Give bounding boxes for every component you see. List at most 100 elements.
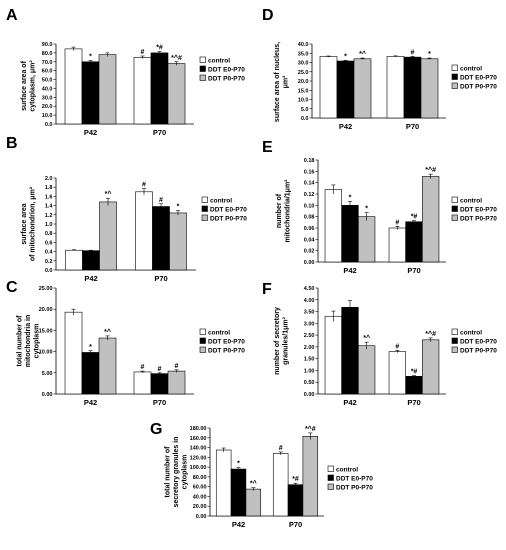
y-tick-label: 120.00 bbox=[190, 455, 207, 461]
x-category-label: P42 bbox=[343, 398, 356, 407]
y-axis-label-line: number of bbox=[276, 193, 283, 228]
chart-panel-f: F 0.00 0.50 1.00 1.50 2.00 2.50 3.00 3.50 4.00 4.5… bbox=[262, 281, 497, 407]
legend-label: control bbox=[336, 467, 358, 474]
significance-label: *^# bbox=[171, 54, 182, 62]
legend-swatch-p0 bbox=[451, 346, 458, 353]
panel-letter: B bbox=[6, 135, 18, 152]
y-tick-label: 100.00 bbox=[190, 465, 207, 471]
y-tick-label: 90.0 bbox=[42, 42, 53, 48]
legend-label: DDT P0-P70 bbox=[210, 216, 247, 223]
y-tick-label: 20.00 bbox=[39, 307, 53, 313]
y-axis-label-line: cytoplasm bbox=[34, 324, 41, 359]
y-tick-label: 0.0 bbox=[45, 268, 53, 274]
y-axis-label-line: mitochondria/1μm² bbox=[284, 179, 291, 243]
legend-label: DDT E0-P70 bbox=[460, 207, 497, 214]
y-axis-label-line: total number of bbox=[165, 446, 172, 498]
legend-label: DDT E0-P70 bbox=[460, 339, 497, 346]
bar-p0 bbox=[353, 58, 372, 119]
y-tick-label: 1.50 bbox=[304, 357, 315, 363]
legend-label: DDT P0-P70 bbox=[208, 348, 245, 355]
y-tick-label: 0.02 bbox=[304, 249, 315, 255]
y-tick-label: 0.14 bbox=[304, 181, 316, 187]
bar-e0 bbox=[82, 250, 100, 271]
significance-label: # bbox=[159, 197, 163, 204]
y-tick-label: 40.0 bbox=[298, 42, 309, 48]
significance-label: * bbox=[365, 206, 368, 213]
y-tick-label: 1.4 bbox=[45, 204, 54, 210]
x-category-label: P70 bbox=[406, 122, 419, 131]
x-category-label: P70 bbox=[153, 128, 166, 137]
significance-label: *# bbox=[411, 369, 418, 376]
chart-panel-e: E 0.00 0.02 0.04 0.06 0.08 0.10 0.12 0.14 0.16 0.1… bbox=[262, 139, 497, 275]
legend-label: DDT P0-P70 bbox=[336, 485, 373, 492]
y-tick-label: 50.0 bbox=[42, 78, 53, 84]
y-tick-label: 0.16 bbox=[304, 169, 315, 175]
y-axis-label-line: total number of bbox=[17, 315, 24, 367]
legend-swatch-control bbox=[451, 64, 458, 71]
y-axis-label-line: surface area of bbox=[21, 60, 28, 110]
bar-p0 bbox=[302, 436, 319, 517]
bar-p0 bbox=[169, 212, 187, 271]
y-tick-label: 1.00 bbox=[304, 368, 315, 374]
bar-p0 bbox=[245, 488, 262, 517]
y-tick-label: 4.50 bbox=[304, 286, 315, 292]
significance-label: * bbox=[89, 53, 92, 60]
legend-label: DDT E0-P70 bbox=[336, 476, 373, 483]
bar-e0 bbox=[403, 56, 422, 119]
legend-swatch-e0 bbox=[451, 205, 458, 212]
x-category-label: P70 bbox=[153, 398, 166, 407]
x-category-label: P42 bbox=[343, 266, 356, 275]
panel-letter: E bbox=[262, 139, 273, 156]
y-tick-label: 35.0 bbox=[298, 51, 309, 57]
panel-letter: C bbox=[6, 279, 18, 296]
y-tick-label: 0.2 bbox=[45, 259, 53, 265]
y-axis-label-line: cytoplasm bbox=[182, 455, 189, 490]
significance-label: * bbox=[237, 461, 240, 468]
legend-label: DDT P0-P70 bbox=[460, 216, 497, 223]
bar-e0 bbox=[336, 60, 355, 119]
significance-label: * bbox=[177, 204, 180, 211]
bar-p0 bbox=[422, 176, 440, 263]
legend-swatch-control bbox=[451, 328, 458, 335]
y-axis-label: surface area of mitochondrion, μm² bbox=[21, 186, 37, 261]
y-tick-label: 2.50 bbox=[304, 333, 315, 339]
significance-label: *^# bbox=[425, 166, 436, 174]
significance-label: # bbox=[395, 343, 399, 350]
legend-swatch-control bbox=[201, 196, 208, 203]
legend-swatch-control bbox=[327, 465, 334, 472]
y-tick-label: 0.00 bbox=[304, 392, 315, 398]
y-tick-label: 1.2 bbox=[45, 213, 53, 219]
y-axis-label-line: mitochondria in bbox=[25, 315, 32, 368]
significance-label: *^ bbox=[363, 334, 370, 342]
legend-swatch-p0 bbox=[451, 82, 458, 89]
y-tick-label: 140.00 bbox=[190, 446, 207, 452]
bar-p0 bbox=[98, 337, 117, 395]
bar-control bbox=[133, 371, 152, 395]
significance-label: # bbox=[141, 49, 145, 56]
y-tick-label: 3.00 bbox=[304, 321, 315, 327]
y-tick-label: 15.00 bbox=[39, 328, 53, 334]
y-tick-label: 0.00 bbox=[196, 514, 207, 520]
bar-control bbox=[133, 57, 152, 125]
bar-p0 bbox=[167, 370, 186, 395]
significance-label: # bbox=[395, 219, 399, 226]
y-tick-label: 60.0 bbox=[42, 69, 53, 75]
legend-swatch-e0 bbox=[451, 337, 458, 344]
y-tick-label: 40.0 bbox=[42, 86, 53, 92]
y-tick-label: 5.0 bbox=[301, 107, 309, 113]
y-tick-label: 70.0 bbox=[42, 60, 53, 66]
y-tick-label: 0.12 bbox=[304, 192, 315, 198]
y-tick-label: 4.00 bbox=[304, 298, 315, 304]
x-category-label: P70 bbox=[407, 398, 420, 407]
significance-label: # bbox=[142, 182, 146, 189]
significance-label: *# bbox=[156, 45, 163, 52]
x-category-label: P42 bbox=[84, 128, 97, 137]
y-tick-label: 5.00 bbox=[42, 371, 53, 377]
y-tick-label: 25.0 bbox=[298, 70, 309, 76]
bar-e0 bbox=[150, 373, 169, 395]
legend-swatch-control bbox=[199, 56, 206, 63]
legend-swatch-e0 bbox=[199, 337, 206, 344]
y-tick-label: 160.00 bbox=[190, 436, 207, 442]
bar-control bbox=[135, 191, 153, 271]
significance-label: *^ bbox=[105, 190, 112, 198]
